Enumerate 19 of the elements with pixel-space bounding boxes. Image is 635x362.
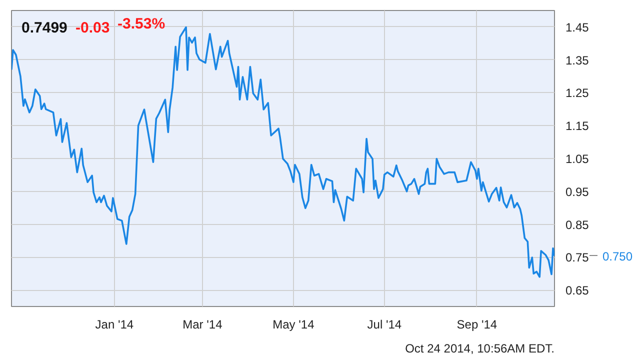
x-tick-label: Mar '14: [182, 318, 223, 332]
y-tick-label: 1.05: [566, 152, 590, 166]
annotation: -0.03: [76, 20, 110, 36]
x-tick-label: Jan '14: [95, 318, 134, 332]
y-tick-label: 1.45: [566, 20, 590, 34]
y-tick-label: 0.75: [566, 250, 590, 265]
text: Oct 24 2014, 10:56AM EDT.: [405, 342, 555, 356]
y-tick-label: 1.25: [566, 86, 590, 100]
y-tick-label: 1.35: [566, 53, 590, 68]
x-tick-label: Sep '14: [456, 318, 498, 332]
x-tick-label: May '14: [272, 318, 315, 332]
x-tick-label: Jul '14: [367, 318, 402, 332]
y-tick-label: 1.15: [566, 119, 590, 134]
annotation: -3.53%: [118, 16, 166, 32]
y-tick-label: 0.85: [566, 218, 590, 232]
y-tick-label: 0.95: [566, 184, 590, 199]
y-tick-label: 0.65: [566, 284, 590, 298]
text: 0.750: [602, 249, 633, 264]
text: 0.7499: [22, 20, 68, 36]
